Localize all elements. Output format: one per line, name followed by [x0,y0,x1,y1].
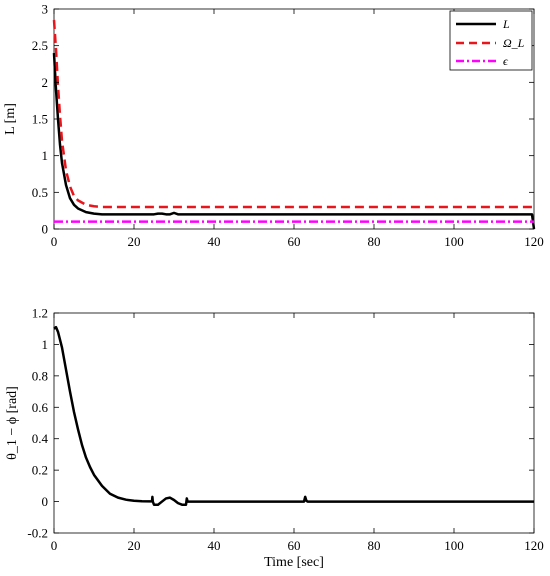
top-x-tick-label: 0 [51,234,58,249]
top-x-tick-label: 120 [524,234,544,249]
legend-label-omega: Ω_L [503,36,525,50]
top-chart: 0 20 40 60 80 100 120 0 0.5 1 1.5 2 2.5 3 L [m] L Ω_L… [3,2,544,250]
bottom-y-tick-label: 0 [42,494,49,509]
bottom-series-group [53,325,534,506]
bottom-y-tick-label: -0.2 [27,526,48,541]
top-axis-ticks: 0 20 40 60 80 100 120 0 0.5 1 1.5 2 2.5 3 [32,2,544,250]
bottom-y-tick-label: 0.2 [32,463,48,478]
top-y-tick-label: 3 [42,2,49,17]
bottom-y-tick-label: 1 [42,337,49,352]
bottom-x-tick-label: 100 [444,538,464,553]
top-x-tick-label: 60 [288,234,301,249]
bottom-axis-ticks: 0 20 40 60 80 100 120-0.200.20.40.60.811.2 [27,306,543,554]
top-x-tick-label: 40 [208,234,221,249]
bottom-x-axis-label: Time [sec] [264,555,324,570]
bottom-y-tick-label: 1.2 [32,306,48,321]
top-x-tick-label: 20 [128,234,141,249]
top-y-axis-label: L [m] [3,103,18,135]
top-series-group [52,19,536,230]
legend-label-l: L [502,17,510,31]
legend-label-epsilon: ϵ [503,54,509,68]
top-y-tick-label: 0.5 [32,185,48,200]
bottom-y-axis-label: θ_1 − ϕ [rad] [5,386,20,460]
bottom-y-tick-label: 0.8 [32,368,48,383]
bottom-series-line-1 [53,325,534,506]
bottom-chart: 0 20 40 60 80 100 120-0.200.20.40.60.811.2 θ_1… [5,306,544,571]
top-y-tick-label: 0 [42,222,49,237]
top-y-tick-label: 2 [42,75,49,90]
top-y-tick-label: 1.5 [32,112,48,127]
bottom-x-tick-label: 20 [128,538,141,553]
bottom-x-tick-label: 80 [368,538,381,553]
legend: L Ω_L ϵ [449,10,533,71]
top-y-tick-label: 2.5 [32,38,48,53]
top-x-tick-label: 100 [444,234,464,249]
bottom-x-tick-label: 0 [51,538,58,553]
bottom-y-tick-label: 0.6 [32,400,49,415]
top-y-tick-label: 1 [42,148,49,163]
top-x-tick-label: 80 [368,234,381,249]
bottom-x-tick-label: 120 [524,538,544,553]
bottom-plot-area [53,312,535,534]
top-series-line-1 [52,52,536,230]
bottom-x-tick-label: 40 [208,538,221,553]
bottom-x-tick-label: 60 [288,538,301,553]
bottom-y-tick-label: 0.4 [32,431,49,446]
